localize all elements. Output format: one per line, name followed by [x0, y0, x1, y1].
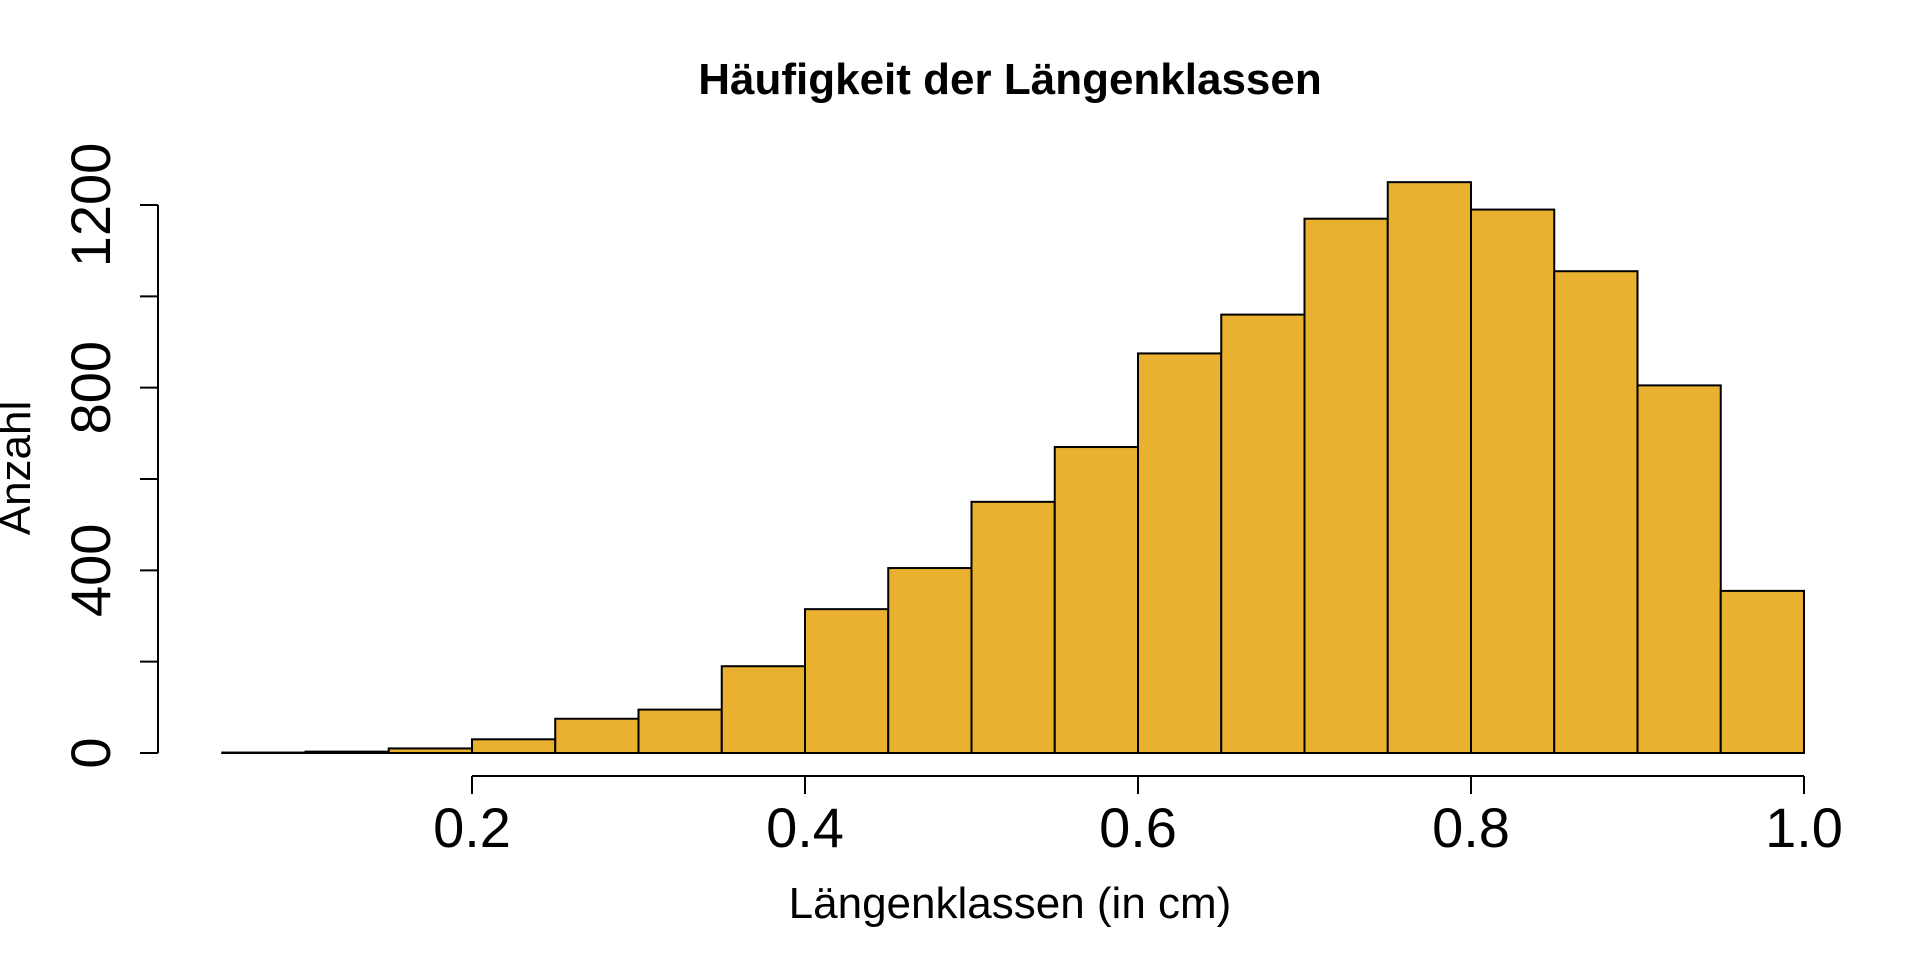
x-tick-label: 0.2 — [433, 796, 511, 859]
histogram-bar — [1137, 352, 1223, 754]
x-tick-label: 0.4 — [766, 796, 844, 859]
histogram-bar — [804, 608, 890, 755]
histogram-bar — [1303, 217, 1389, 754]
y-tick-label: 400 — [59, 524, 122, 617]
histogram-bar — [387, 747, 473, 755]
histogram-bar — [1053, 446, 1139, 754]
y-tick-label: 1200 — [59, 143, 122, 268]
chart-title: Häufigkeit der Längenklassen — [698, 55, 1322, 104]
y-axis-label: Anzahl — [0, 401, 40, 536]
histogram-bar — [304, 750, 390, 755]
x-tick-label: 0.6 — [1099, 796, 1177, 859]
x-tick-label: 1.0 — [1765, 796, 1843, 859]
y-tick-label: 800 — [59, 341, 122, 434]
histogram-bar — [970, 500, 1056, 755]
x-tick-label: 0.8 — [1432, 796, 1510, 859]
histogram-bar — [1636, 384, 1722, 754]
histogram-bar — [637, 708, 723, 754]
histogram-bar — [1719, 589, 1805, 755]
x-axis-label: Längenklassen (in cm) — [789, 879, 1232, 928]
x-axis: 0.2 0.4 0.6 0.8 1.0 — [433, 775, 1843, 859]
histogram-bar — [1470, 208, 1556, 755]
histogram-bar — [720, 665, 806, 755]
histogram-bar — [554, 717, 640, 754]
histogram-bar — [1553, 270, 1639, 754]
bars-group — [221, 181, 1805, 755]
y-tick-label: 0 — [59, 737, 122, 768]
y-axis: 0 400 800 1200 — [59, 143, 159, 769]
histogram-bar — [1220, 313, 1306, 754]
histogram-bar — [1386, 181, 1472, 754]
histogram-bar — [471, 738, 557, 754]
histogram-bar — [887, 567, 973, 754]
